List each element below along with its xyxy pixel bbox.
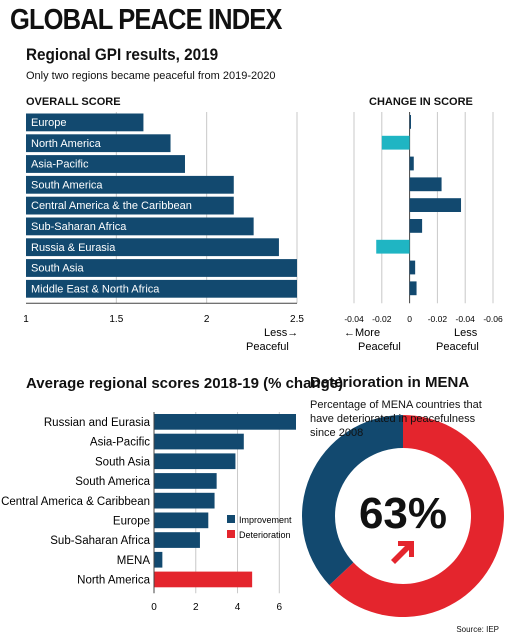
donut-slice-deteriorated: [329, 415, 504, 617]
donut-slice-other: [301, 415, 403, 586]
average-category-label: South Asia: [95, 456, 151, 468]
change-bar: [409, 156, 414, 171]
average-category-label: Europe: [113, 516, 150, 528]
change-bar: [376, 239, 410, 254]
overall-axis-note: Less→: [264, 327, 298, 339]
average-tick-label: 2: [193, 602, 199, 613]
average-chart-title: Average regional scores 2018-19 (% chang…: [26, 375, 344, 392]
average-bar: [154, 492, 215, 509]
average-category-label: Central America & Caribbean: [1, 496, 150, 508]
overall-bar: [26, 196, 234, 215]
average-tick-label: 4: [235, 602, 241, 613]
regional-chart-title: Regional GPI results, 2019: [26, 45, 219, 64]
overall-bar: [26, 238, 279, 257]
average-category-label: South America: [75, 476, 150, 488]
change-bar: [409, 281, 417, 296]
change-bar: [409, 115, 411, 129]
overall-bar-label: Central America & the Caribbean: [31, 200, 192, 212]
arrow-up-right-icon: [391, 541, 414, 564]
overall-bar-label: Sub-Saharan Africa: [31, 221, 127, 233]
change-bar: [381, 135, 410, 150]
average-bar: [154, 551, 163, 568]
legend-swatch-improvement: [227, 515, 235, 523]
overall-tick-label: 2: [204, 314, 210, 325]
change-tick-label: -0.02: [372, 314, 392, 324]
change-bar: [409, 177, 442, 192]
average-tick-label: 0: [151, 602, 157, 613]
overall-tick-label: 1: [23, 314, 29, 325]
average-bar: [154, 532, 200, 548]
overall-bar-label: North America: [31, 138, 102, 150]
change-right-label: Peaceful: [436, 341, 479, 353]
average-bar: [154, 473, 217, 489]
overall-bar-label: Russia & Eurasia: [31, 242, 116, 254]
average-bar: [154, 571, 253, 588]
change-right-label: Less: [454, 327, 478, 339]
overall-tick-label: 1.5: [109, 314, 123, 325]
change-left-label: ←More: [344, 327, 380, 339]
overall-bar-label: South America: [31, 179, 103, 191]
change-left-label: Peaceful: [358, 341, 401, 353]
overall-bar: [26, 279, 297, 298]
change-bar: [409, 198, 462, 212]
change-tick-label: -0.04: [456, 314, 476, 324]
overall-score-header: OVERALL SCORE: [26, 96, 121, 108]
legend-label-deterioration: Deterioration: [239, 530, 291, 540]
overall-bar-label: South Asia: [31, 263, 84, 275]
overall-bar: [26, 113, 144, 132]
donut-value-label: 63%: [359, 489, 447, 538]
overall-bar: [26, 155, 185, 173]
overall-bar: [26, 259, 297, 277]
change-bar: [409, 219, 423, 233]
regional-chart-subtitle: Only two regions became peaceful from 20…: [26, 70, 276, 82]
average-bar: [154, 433, 244, 450]
average-category-label: North America: [77, 575, 150, 587]
average-tick-label: 6: [277, 602, 283, 613]
overall-axis-note: Peaceful: [246, 341, 289, 353]
change-tick-label: 0: [407, 314, 412, 324]
average-category-label: MENA: [117, 555, 151, 567]
source-note: Source: IEP: [456, 625, 499, 634]
change-tick-label: -0.06: [483, 314, 503, 324]
legend-swatch-deterioration: [227, 530, 235, 538]
average-bar: [154, 453, 236, 470]
average-bar: [154, 512, 209, 529]
mena-chart-subtitle: Percentage of MENA countries that have d…: [310, 399, 482, 439]
overall-bar: [26, 217, 254, 236]
overall-tick-label: 2.5: [290, 314, 304, 325]
overall-bar-label: Middle East & North Africa: [31, 283, 160, 295]
overall-bar-label: Europe: [31, 117, 66, 129]
change-bar: [409, 260, 416, 275]
average-category-label: Sub-Saharan Africa: [50, 535, 150, 547]
change-score-header: CHANGE IN SCORE: [369, 96, 473, 108]
overall-bar: [26, 175, 234, 194]
average-category-label: Russian and Eurasia: [44, 417, 151, 429]
main-title: GLOBAL PEACE INDEX: [10, 4, 282, 36]
overall-bar: [26, 134, 171, 153]
mena-chart-title: Deterioration in MENA: [310, 374, 470, 391]
legend-label-improvement: Improvement: [239, 515, 292, 525]
change-tick-label: -0.04: [344, 314, 364, 324]
change-tick-label: -0.02: [428, 314, 448, 324]
average-category-label: Asia-Pacific: [90, 437, 150, 449]
overall-bar-label: Asia-Pacific: [31, 159, 89, 171]
average-bar: [154, 414, 296, 430]
